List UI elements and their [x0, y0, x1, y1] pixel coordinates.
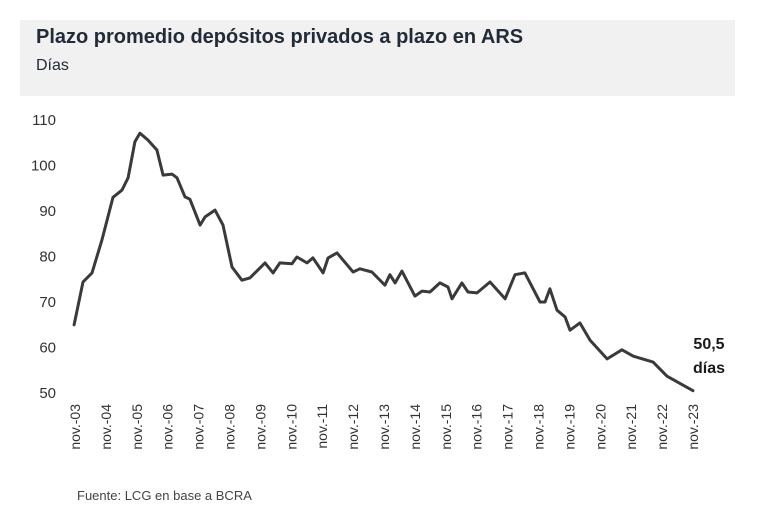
- x-tick-label: nov.-12: [345, 404, 361, 450]
- y-tick-label: 80: [39, 249, 56, 266]
- x-tick-label: nov.-15: [438, 404, 454, 450]
- x-tick-label: nov.-07: [191, 404, 207, 450]
- x-tick-label: nov.-08: [222, 404, 238, 450]
- chart-header: Plazo promedio depósitos privados a plaz…: [20, 20, 735, 96]
- x-tick-label: nov.-20: [592, 404, 608, 450]
- y-tick-label: 90: [39, 203, 56, 220]
- x-tick-label: nov.-11: [314, 404, 330, 449]
- annotation-unit: días: [693, 360, 725, 377]
- y-tick-label: 60: [39, 340, 56, 357]
- source-note: Fuente: LCG en base a BCRA: [77, 488, 252, 503]
- x-tick-label: nov.-21: [623, 404, 639, 450]
- x-tick-label: nov.-10: [283, 404, 299, 450]
- y-tick-label: 70: [39, 294, 56, 311]
- series-line: [72, 131, 695, 393]
- y-tick-label: 110: [32, 112, 56, 129]
- y-axis: 50 60 70 80 90 100 110: [31, 112, 56, 402]
- chart-title: Plazo promedio depósitos privados a plaz…: [36, 26, 524, 48]
- x-tick-label: nov.-18: [531, 404, 547, 450]
- x-tick-label: nov.-16: [469, 404, 485, 450]
- x-tick-label: nov.-04: [98, 404, 114, 450]
- y-tick-label: 100: [31, 158, 56, 175]
- x-tick-label: nov.-17: [500, 404, 516, 450]
- chart-subtitle: Días: [36, 57, 69, 74]
- y-tick-label: 50: [39, 385, 56, 402]
- x-tick-label: nov.-14: [407, 404, 423, 450]
- x-axis: nov.-03 nov.-04 nov.-05 nov.-06 nov.-07 nov.-…: [67, 404, 701, 450]
- x-tick-label: nov.-19: [561, 404, 577, 450]
- x-tick-label: nov.-13: [376, 404, 392, 450]
- x-tick-label: nov.-03: [67, 404, 83, 450]
- x-tick-label: nov.-23: [685, 404, 701, 450]
- annotation-value: 50,5: [693, 336, 724, 353]
- x-tick-label: nov.-06: [160, 404, 176, 450]
- x-tick-label: nov.-05: [129, 404, 145, 450]
- x-tick-label: nov.-09: [252, 404, 268, 450]
- x-tick-label: nov.-22: [654, 404, 670, 450]
